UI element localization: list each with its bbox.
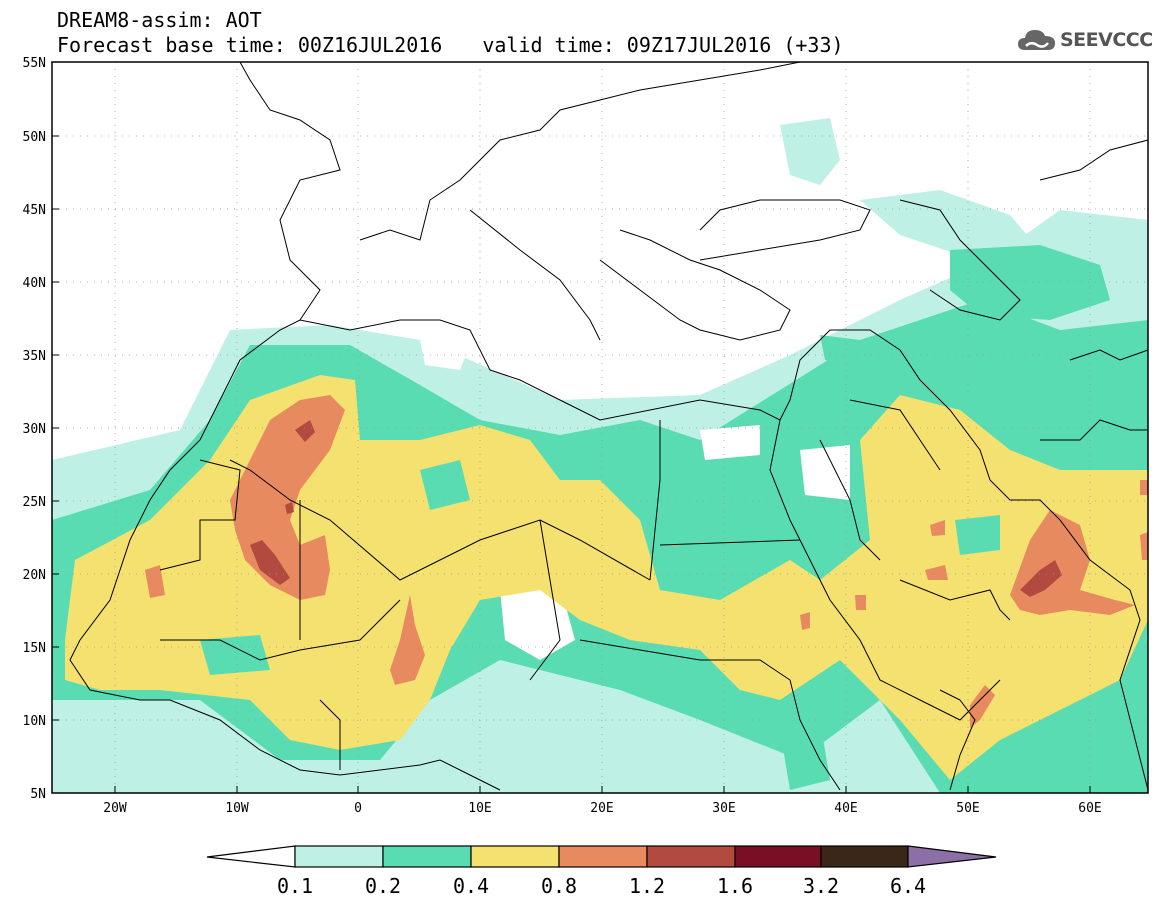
- coastlines-borders: [69, 62, 1148, 791]
- lat-label: 25N: [23, 495, 46, 510]
- lat-label: 40N: [23, 276, 46, 291]
- colorbar-tick: 0.2: [365, 874, 401, 898]
- colorbar-tick: 0.8: [541, 874, 577, 898]
- colorbar-tick: 6.4: [890, 874, 926, 898]
- colorbar-tick: 3.2: [803, 874, 839, 898]
- lat-label: 50N: [23, 130, 46, 145]
- lon-label: 10E: [468, 801, 491, 816]
- lon-label: 30E: [712, 801, 735, 816]
- colorbar-bin: [294, 845, 384, 868]
- colorbar-tick: 1.6: [717, 874, 753, 898]
- lat-label: 10N: [23, 714, 46, 729]
- forecast-time-line: Forecast base time: 00Z16JUL2016 valid ti…: [57, 34, 844, 56]
- lat-label: 30N: [23, 422, 46, 437]
- lat-labels: 55N 50N 45N 40N 35N 30N 25N 20N 15N 10N …: [23, 56, 46, 802]
- colorbar-tick: 0.1: [277, 874, 313, 898]
- seevccc-logo: SEEVCCC: [1017, 26, 1153, 54]
- valid-time: valid time: 09Z17JUL2016 (+33): [482, 33, 844, 57]
- lat-label: 55N: [23, 56, 46, 71]
- colorbar-tick: 0.4: [453, 874, 489, 898]
- lat-label: 45N: [23, 203, 46, 218]
- logo-text: SEEVCCC: [1060, 29, 1153, 51]
- lon-labels: 20W 10W 0 10E 20E 30E 40E 50E 60E: [103, 801, 1101, 816]
- lat-label: 15N: [23, 641, 46, 656]
- colorbar-tick: 1.2: [629, 874, 665, 898]
- lat-label: 5N: [30, 787, 46, 802]
- colorbar-bin: [646, 845, 736, 868]
- colorbar-bin: [470, 845, 560, 868]
- base-time: Forecast base time: 00Z16JUL2016: [57, 33, 443, 57]
- lon-label: 10W: [225, 801, 249, 816]
- colorbar: [206, 845, 997, 868]
- colorbar-bin: [734, 845, 822, 868]
- colorbar-bin: [382, 845, 472, 868]
- lon-label: 40E: [834, 801, 857, 816]
- aot-field: [52, 118, 1148, 793]
- aot-level-0.4: [65, 375, 1148, 780]
- colorbar-upper-arrow: [907, 845, 997, 868]
- lat-label: 35N: [23, 349, 46, 364]
- lon-label: 60E: [1078, 801, 1101, 816]
- colorbar-bin: [558, 845, 648, 868]
- aot-green-islands: [200, 460, 1000, 675]
- colorbar-labels: 0.1 0.2 0.4 0.8 1.2 1.6 3.2 6.4: [277, 874, 926, 898]
- lon-label: 50E: [956, 801, 979, 816]
- colorbar-bin: [820, 845, 909, 868]
- lat-ticks: [52, 61, 59, 794]
- lon-ticks: [114, 786, 1091, 793]
- lat-label: 20N: [23, 568, 46, 583]
- aot-gaps: [420, 340, 850, 660]
- lon-label: 0: [354, 801, 362, 816]
- cloud-icon: [1018, 30, 1055, 50]
- lon-label: 20W: [103, 801, 127, 816]
- lon-label: 20E: [590, 801, 613, 816]
- map-title: DREAM8-assim: AOT: [57, 8, 262, 32]
- colorbar-lower-arrow: [206, 845, 296, 868]
- aot-level-1.2: [250, 420, 1062, 597]
